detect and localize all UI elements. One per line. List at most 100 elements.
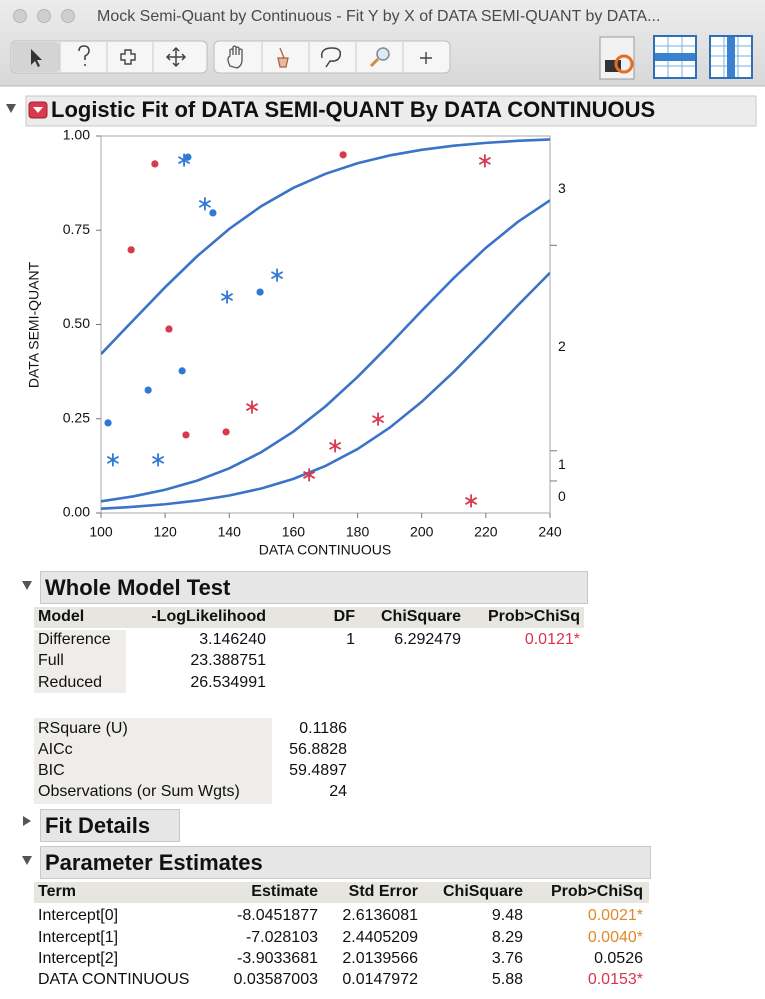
dot-point xyxy=(178,367,186,375)
plot-frame xyxy=(100,135,551,514)
table-cell: 0.03587003 xyxy=(233,971,318,988)
dot-point xyxy=(144,386,152,394)
row-label: Full xyxy=(38,652,64,669)
move-tool[interactable] xyxy=(165,46,187,68)
y2-tick-label: 3 xyxy=(558,180,566,196)
fit-curve xyxy=(101,271,550,510)
table-cell: 23.388751 xyxy=(190,652,266,669)
window-chrome-and-plot: Mock Semi-Quant by Continuous - Fit Y by… xyxy=(0,0,765,558)
dot-point xyxy=(182,431,190,439)
star-point xyxy=(329,439,342,453)
y2-tick-label: 2 xyxy=(558,338,566,354)
star-point xyxy=(372,412,385,426)
dot-point xyxy=(222,428,230,436)
table-cell: 1 xyxy=(346,631,355,648)
row-label: Intercept[1] xyxy=(38,929,119,946)
dot-point xyxy=(151,160,159,168)
star-point xyxy=(198,197,211,211)
crosshair-tool[interactable] xyxy=(420,52,432,64)
star-point xyxy=(152,453,165,467)
arrow-icon xyxy=(31,49,42,67)
header-shade xyxy=(34,607,584,628)
row-label: Difference xyxy=(38,631,111,648)
magnifier-handle xyxy=(369,57,380,68)
column-header: Model xyxy=(38,608,85,625)
table-cell: 0.0040* xyxy=(587,929,643,946)
y-tick-label: 1.00 xyxy=(63,127,90,143)
whole-model-header[interactable]: Whole Model Test xyxy=(40,571,588,604)
disclosure-triangle[interactable] xyxy=(6,104,16,113)
help-tool[interactable] xyxy=(78,45,90,66)
table-cell: 26.534991 xyxy=(190,674,266,691)
whole-model-triangle[interactable] xyxy=(22,581,32,590)
column-table-col xyxy=(727,37,735,77)
tool-group xyxy=(213,40,451,74)
table-cell: 2.4405209 xyxy=(342,929,418,946)
fit-details-triangle[interactable] xyxy=(23,816,31,826)
summary-label: BIC xyxy=(38,762,65,779)
table-cell: 3.146240 xyxy=(199,631,266,648)
x-tick-label: 120 xyxy=(153,524,177,540)
section-triangles xyxy=(22,581,32,865)
report-header xyxy=(25,95,757,127)
table-cell: 2.6136081 xyxy=(342,907,418,924)
x-tick-label: 160 xyxy=(282,524,306,540)
window-title: Mock Semi-Quant by Continuous - Fit Y by… xyxy=(97,8,660,25)
y2-tick-label: 1 xyxy=(558,456,566,472)
parameter-estimates-triangle[interactable] xyxy=(22,856,32,865)
x-tick-label: 180 xyxy=(346,524,370,540)
x-tick-label: 240 xyxy=(538,524,562,540)
star-point xyxy=(220,290,234,304)
dot-point xyxy=(209,209,217,217)
row-label: Intercept[0] xyxy=(38,907,119,924)
star-point xyxy=(245,400,259,414)
plot-area xyxy=(101,138,550,510)
star-point xyxy=(303,468,316,482)
column-header: Prob>ChiSq xyxy=(487,608,580,625)
row-label: Reduced xyxy=(38,674,103,691)
x-tick-label: 140 xyxy=(218,524,242,540)
star-point xyxy=(478,154,491,168)
table-cell: 0.0147972 xyxy=(342,971,418,988)
y-tick-label: 0.75 xyxy=(63,221,90,237)
dot-point xyxy=(104,419,112,427)
column-header: -LogLikelihood xyxy=(151,608,266,625)
table-cell: 9.48 xyxy=(491,907,523,924)
column-header: Std Error xyxy=(348,883,418,900)
summary-value: 59.4897 xyxy=(289,762,347,779)
summary-value: 0.1186 xyxy=(299,720,347,737)
magnifier-tool[interactable] xyxy=(376,47,390,61)
minimize-button[interactable] xyxy=(37,9,51,23)
column-header: Term xyxy=(38,883,76,900)
column-header: Estimate xyxy=(251,883,318,900)
red-triangle-icon xyxy=(33,107,43,113)
summary-shade xyxy=(34,718,272,804)
x-tick-label: 100 xyxy=(89,524,113,540)
zoom-button[interactable] xyxy=(61,9,75,23)
column-header: Prob>ChiSq xyxy=(550,883,643,900)
fit-curve xyxy=(101,199,550,503)
grabber-tool[interactable] xyxy=(227,45,243,69)
summary-value: 24 xyxy=(329,783,347,800)
star-point xyxy=(465,494,478,508)
close-button[interactable] xyxy=(13,9,27,23)
table-cell: 5.88 xyxy=(491,971,523,988)
column-header: DF xyxy=(333,608,355,625)
table-cell: -8.0451877 xyxy=(237,907,318,924)
dot-point xyxy=(339,151,347,159)
selection-tool[interactable] xyxy=(120,49,136,65)
column-header: ChiSquare xyxy=(442,883,523,900)
table-cell: 0.0121* xyxy=(524,631,580,648)
row-label: Intercept[2] xyxy=(38,950,119,967)
summary-label: AICc xyxy=(38,741,73,758)
y-tick-label: 0.50 xyxy=(63,315,90,331)
summary-value: 56.8828 xyxy=(289,741,347,758)
y-tick-label: 0.00 xyxy=(63,504,90,520)
column-header: ChiSquare xyxy=(380,608,461,625)
parameter-estimates-header[interactable]: Parameter Estimates xyxy=(40,846,651,879)
fit-details-header[interactable]: Fit Details xyxy=(40,809,180,842)
brush-tool[interactable] xyxy=(277,47,289,68)
lasso-tool[interactable] xyxy=(320,47,342,68)
